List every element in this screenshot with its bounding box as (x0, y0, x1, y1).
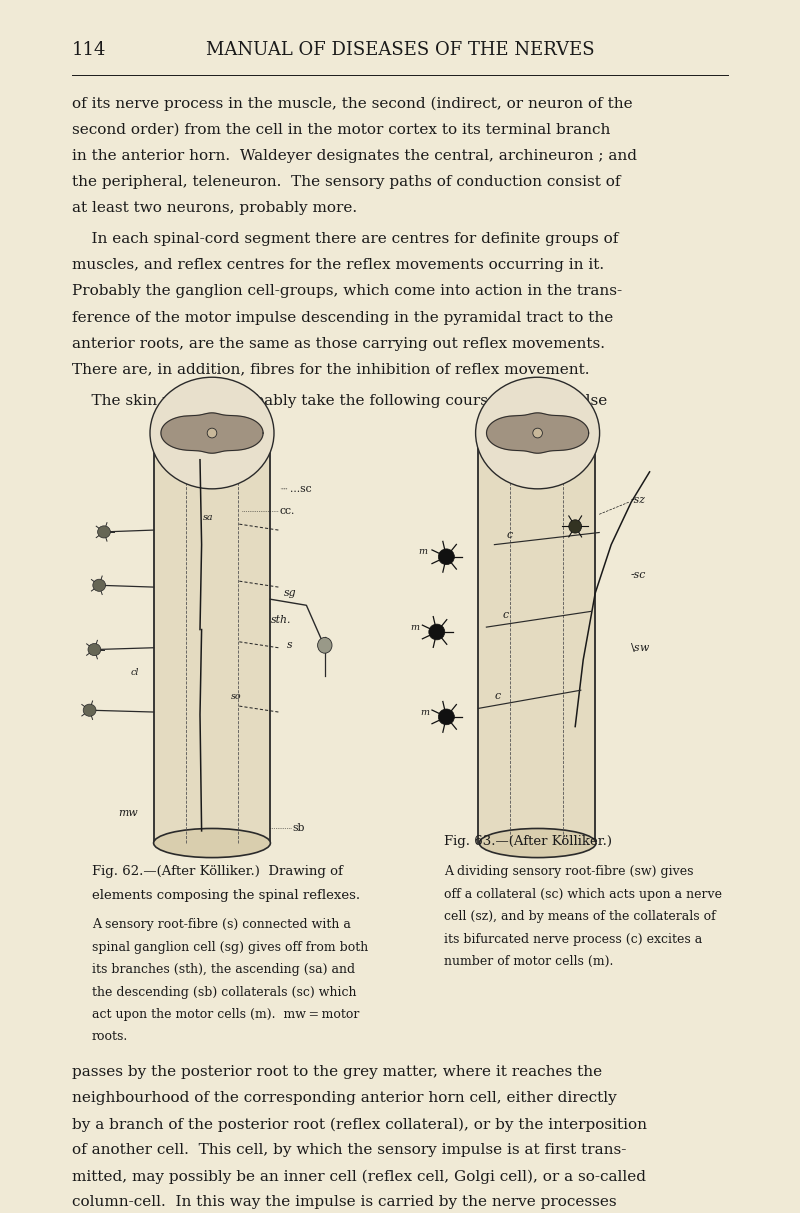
Text: A dividing sensory root-fibre (sw) gives: A dividing sensory root-fibre (sw) gives (444, 866, 694, 878)
Text: number of motor cells (m).: number of motor cells (m). (444, 956, 614, 968)
Text: at least two neurons, probably more.: at least two neurons, probably more. (72, 201, 357, 216)
Text: anterior roots, are the same as those carrying out reflex movements.: anterior roots, are the same as those ca… (72, 336, 605, 351)
Text: by a branch of the posterior root (reflex collateral), or by the interposition: by a branch of the posterior root (refle… (72, 1117, 647, 1132)
Text: m: m (418, 547, 427, 557)
Text: in the anterior horn.  Waldeyer designates the central, archineuron ; and: in the anterior horn. Waldeyer designate… (72, 149, 637, 164)
Ellipse shape (154, 828, 270, 858)
Ellipse shape (479, 421, 596, 450)
Text: passes by the posterior root to the grey matter, where it reaches the: passes by the posterior root to the grey… (72, 1065, 602, 1080)
Text: Probably the ganglion cell-groups, which come into action in the trans-: Probably the ganglion cell-groups, which… (72, 284, 622, 298)
Ellipse shape (207, 428, 217, 438)
Text: cc.: cc. (280, 506, 295, 516)
Text: A sensory root-fibre (s) connected with a: A sensory root-fibre (s) connected with … (92, 918, 351, 932)
Polygon shape (154, 435, 270, 843)
Text: In each spinal-cord segment there are centres for definite groups of: In each spinal-cord segment there are ce… (72, 232, 618, 246)
Ellipse shape (83, 704, 96, 716)
Text: Fig. 63.—(After Kölliker.): Fig. 63.—(After Kölliker.) (444, 835, 612, 848)
Polygon shape (161, 412, 263, 454)
Text: cl: cl (130, 667, 138, 677)
Ellipse shape (154, 421, 270, 450)
Text: m: m (421, 707, 430, 717)
Text: the descending (sb) collaterals (sc) which: the descending (sb) collaterals (sc) whi… (92, 985, 357, 998)
Text: off a collateral (sc) which acts upon a nerve: off a collateral (sc) which acts upon a … (444, 888, 722, 901)
Text: -sz: -sz (630, 495, 646, 505)
Text: second order) from the cell in the motor cortex to its terminal branch: second order) from the cell in the motor… (72, 124, 610, 137)
Ellipse shape (438, 708, 454, 724)
Text: the peripheral, teleneuron.  The sensory paths of conduction consist of: the peripheral, teleneuron. The sensory … (72, 175, 621, 189)
Ellipse shape (569, 519, 582, 533)
Ellipse shape (93, 579, 106, 591)
Text: There are, in addition, fibres for the inhibition of reflex movement.: There are, in addition, fibres for the i… (72, 363, 590, 377)
Text: neighbourhood of the corresponding anterior horn cell, either directly: neighbourhood of the corresponding anter… (72, 1092, 617, 1105)
Text: $\backslash$sw: $\backslash$sw (630, 642, 650, 654)
Text: sa: sa (202, 513, 213, 523)
Text: m: m (410, 622, 419, 632)
Text: s: s (286, 640, 292, 650)
Text: c: c (494, 691, 501, 701)
Ellipse shape (475, 377, 600, 489)
Text: mitted, may possibly be an inner cell (reflex cell, Golgi cell), or a so-called: mitted, may possibly be an inner cell (r… (72, 1169, 646, 1184)
Text: of another cell.  This cell, by which the sensory impulse is at first trans-: of another cell. This cell, by which the… (72, 1143, 626, 1157)
Ellipse shape (533, 428, 542, 438)
Text: roots.: roots. (92, 1030, 128, 1043)
Text: cell (sz), and by means of the collaterals of: cell (sz), and by means of the collatera… (444, 910, 716, 923)
Text: sth.: sth. (270, 615, 291, 625)
Text: of its nerve process in the muscle, the second (indirect, or neuron of the: of its nerve process in the muscle, the … (72, 97, 633, 112)
Text: c: c (502, 610, 509, 620)
Text: The skin reflexes probably take the following course :  the impulse: The skin reflexes probably take the foll… (72, 393, 607, 408)
Text: 114: 114 (72, 41, 106, 59)
Text: spinal ganglion cell (sg) gives off from both: spinal ganglion cell (sg) gives off from… (92, 941, 368, 953)
Text: Fig. 62.—(After Kölliker.)  Drawing of: Fig. 62.—(After Kölliker.) Drawing of (92, 865, 343, 878)
Ellipse shape (479, 828, 596, 858)
Text: mw: mw (118, 808, 138, 818)
Text: its bifurcated nerve process (c) excites a: its bifurcated nerve process (c) excites… (444, 933, 702, 946)
Ellipse shape (88, 643, 101, 655)
Polygon shape (486, 412, 589, 454)
Text: sb: sb (293, 824, 306, 833)
Text: ...sc: ...sc (290, 484, 312, 494)
Ellipse shape (429, 623, 445, 639)
Text: so: so (230, 691, 241, 701)
Text: elements composing the spinal reflexes.: elements composing the spinal reflexes. (92, 888, 360, 901)
Ellipse shape (98, 525, 110, 537)
Text: ference of the motor impulse descending in the pyramidal tract to the: ference of the motor impulse descending … (72, 311, 614, 325)
Ellipse shape (150, 377, 274, 489)
Text: MANUAL OF DISEASES OF THE NERVES: MANUAL OF DISEASES OF THE NERVES (206, 41, 594, 59)
Polygon shape (478, 435, 595, 843)
Text: c: c (506, 530, 513, 540)
Ellipse shape (318, 637, 332, 653)
Text: column-cell.  In this way the impulse is carried by the nerve processes: column-cell. In this way the impulse is … (72, 1195, 617, 1209)
Text: muscles, and reflex centres for the reflex movements occurring in it.: muscles, and reflex centres for the refl… (72, 258, 604, 273)
Text: sg: sg (284, 588, 297, 598)
Ellipse shape (438, 548, 454, 564)
Text: -sc: -sc (630, 570, 646, 580)
Text: its branches (sth), the ascending (sa) and: its branches (sth), the ascending (sa) a… (92, 963, 355, 976)
Text: act upon the motor cells (m).  mw = motor: act upon the motor cells (m). mw = motor (92, 1008, 359, 1021)
